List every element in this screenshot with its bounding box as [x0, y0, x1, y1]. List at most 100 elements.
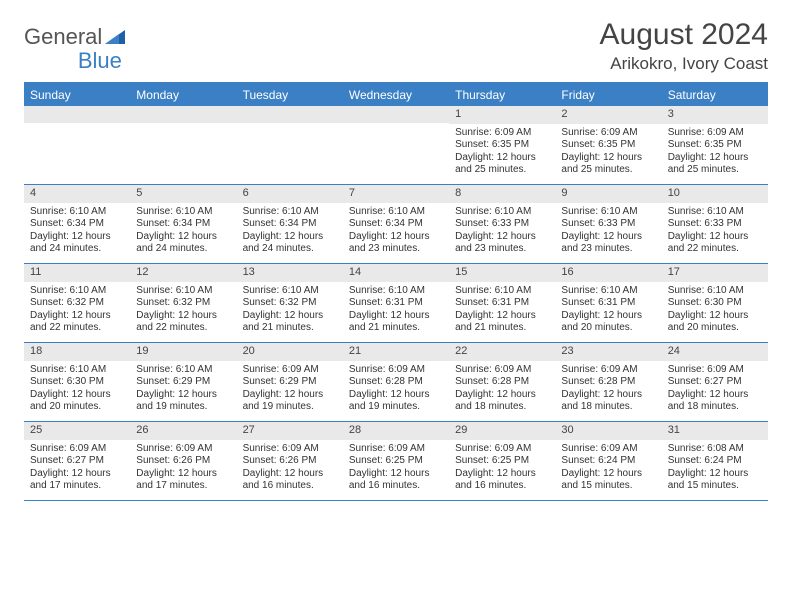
sunrise-text: Sunrise: 6:08 AM [668, 443, 762, 456]
daylight-text: Daylight: 12 hours and 21 minutes. [349, 310, 443, 335]
day-number: 18 [24, 343, 130, 361]
day-number: 5 [130, 185, 236, 203]
sunset-text: Sunset: 6:26 PM [243, 455, 337, 468]
daylight-text: Daylight: 12 hours and 19 minutes. [136, 389, 230, 414]
day-number: 12 [130, 264, 236, 282]
sunset-text: Sunset: 6:31 PM [455, 297, 549, 310]
day-cell: 9Sunrise: 6:10 AMSunset: 6:33 PMDaylight… [555, 185, 661, 263]
sunset-text: Sunset: 6:35 PM [668, 139, 762, 152]
day-cell: 11Sunrise: 6:10 AMSunset: 6:32 PMDayligh… [24, 264, 130, 342]
day-number [237, 106, 343, 123]
day-cell: 15 Sunrise: 6:10 AMSunset: 6:31 PMDayligh… [449, 264, 555, 342]
sunrise-text: Sunrise: 6:09 AM [349, 443, 443, 456]
sunset-text: Sunset: 6:28 PM [349, 376, 443, 389]
day-cell: 30Sunrise: 6:09 AMSunset: 6:24 PMDayligh… [555, 422, 661, 500]
sunrise-text: Sunrise: 6:09 AM [349, 364, 443, 377]
daylight-text: Daylight: 12 hours and 15 minutes. [561, 468, 655, 493]
day-details: Sunrise: 6:10 AMSunset: 6:34 PMDaylight:… [130, 203, 236, 260]
sunrise-text: Sunrise: 6:10 AM [561, 206, 655, 219]
day-cell [24, 106, 130, 184]
brand-part1: General [24, 24, 102, 50]
daylight-text: Daylight: 12 hours and 17 minutes. [30, 468, 124, 493]
sunset-text: Sunset: 6:34 PM [243, 218, 337, 231]
sunset-text: Sunset: 6:35 PM [455, 139, 549, 152]
daylight-text: Daylight: 12 hours and 21 minutes. [455, 310, 549, 335]
day-number: 10 [662, 185, 768, 203]
sunrise-text: Sunrise: 6:09 AM [561, 443, 655, 456]
sunset-text: Sunset: 6:34 PM [136, 218, 230, 231]
day-number: 26 [130, 422, 236, 440]
day-details: Sunrise: 6:10 AMSunset: 6:33 PMDaylight:… [662, 203, 768, 260]
sunset-text: Sunset: 6:24 PM [668, 455, 762, 468]
day-details: Sunrise: 6:10 AMSunset: 6:30 PMDaylight:… [662, 282, 768, 339]
sunrise-text: Sunrise: 6:10 AM [136, 364, 230, 377]
day-details: Sunrise: 6:09 AMSunset: 6:26 PMDaylight:… [237, 440, 343, 497]
sunrise-text: Sunrise: 6:09 AM [243, 364, 337, 377]
day-cell: 8Sunrise: 6:10 AMSunset: 6:33 PMDaylight… [449, 185, 555, 263]
day-number: 21 [343, 343, 449, 361]
day-number: 30 [555, 422, 661, 440]
sunset-text: Sunset: 6:33 PM [561, 218, 655, 231]
day-cell [130, 106, 236, 184]
day-cell: 12Sunrise: 6:10 AMSunset: 6:32 PMDayligh… [130, 264, 236, 342]
day-details: Sunrise: 6:09 AMSunset: 6:29 PMDaylight:… [237, 361, 343, 418]
day-header: Sunday [24, 84, 130, 106]
day-cell: 18Sunrise: 6:10 AMSunset: 6:30 PMDayligh… [24, 343, 130, 421]
logo-triangle-icon [105, 28, 127, 46]
sunrise-text: Sunrise: 6:10 AM [243, 206, 337, 219]
sunset-text: Sunset: 6:32 PM [30, 297, 124, 310]
day-cell: 25Sunrise: 6:09 AMSunset: 6:27 PMDayligh… [24, 422, 130, 500]
day-header: Saturday [662, 84, 768, 106]
day-details: Sunrise: 6:10 AMSunset: 6:31 PMDaylight:… [555, 282, 661, 339]
daylight-text: Daylight: 12 hours and 16 minutes. [455, 468, 549, 493]
day-header: Wednesday [343, 84, 449, 106]
sunset-text: Sunset: 6:28 PM [455, 376, 549, 389]
daylight-text: Daylight: 12 hours and 16 minutes. [243, 468, 337, 493]
day-header: Friday [555, 84, 661, 106]
daylight-text: Daylight: 12 hours and 23 minutes. [561, 231, 655, 256]
day-details: Sunrise: 6:10 AMSunset: 6:31 PMDaylight:… [343, 282, 449, 339]
day-number: 25 [24, 422, 130, 440]
sunrise-text: Sunrise: 6:09 AM [455, 127, 549, 140]
sunset-text: Sunset: 6:30 PM [30, 376, 124, 389]
day-details: Sunrise: 6:09 AMSunset: 6:27 PMDaylight:… [662, 361, 768, 418]
daylight-text: Daylight: 12 hours and 19 minutes. [349, 389, 443, 414]
sunrise-text: Sunrise: 6:10 AM [455, 206, 549, 219]
day-details: Sunrise: 6:10 AMSunset: 6:34 PMDaylight:… [343, 203, 449, 260]
daylight-text: Daylight: 12 hours and 18 minutes. [455, 389, 549, 414]
day-details: Sunrise: 6:09 AMSunset: 6:24 PMDaylight:… [555, 440, 661, 497]
brand-part2: Blue [78, 48, 122, 73]
day-cell [237, 106, 343, 184]
day-details: Sunrise: 6:09 AMSunset: 6:25 PMDaylight:… [343, 440, 449, 497]
day-cell: 4Sunrise: 6:10 AMSunset: 6:34 PMDaylight… [24, 185, 130, 263]
daylight-text: Daylight: 12 hours and 18 minutes. [561, 389, 655, 414]
daylight-text: Daylight: 12 hours and 24 minutes. [136, 231, 230, 256]
daylight-text: Daylight: 12 hours and 24 minutes. [30, 231, 124, 256]
day-cell: 31Sunrise: 6:08 AMSunset: 6:24 PMDayligh… [662, 422, 768, 500]
sunset-text: Sunset: 6:32 PM [243, 297, 337, 310]
sunset-text: Sunset: 6:31 PM [349, 297, 443, 310]
sunset-text: Sunset: 6:30 PM [668, 297, 762, 310]
day-number: 3 [662, 106, 768, 124]
day-number: 19 [130, 343, 236, 361]
day-cell: 14Sunrise: 6:10 AMSunset: 6:31 PMDayligh… [343, 264, 449, 342]
sunrise-text: Sunrise: 6:09 AM [561, 127, 655, 140]
sunset-text: Sunset: 6:29 PM [136, 376, 230, 389]
daylight-text: Daylight: 12 hours and 24 minutes. [243, 231, 337, 256]
daylight-text: Daylight: 12 hours and 21 minutes. [243, 310, 337, 335]
day-number: 7 [343, 185, 449, 203]
sunrise-text: Sunrise: 6:10 AM [455, 285, 549, 298]
day-cell: 2Sunrise: 6:09 AMSunset: 6:35 PMDaylight… [555, 106, 661, 184]
day-number: 15 [449, 264, 555, 282]
sunset-text: Sunset: 6:26 PM [136, 455, 230, 468]
day-cell: 20Sunrise: 6:09 AMSunset: 6:29 PMDayligh… [237, 343, 343, 421]
sunrise-text: Sunrise: 6:10 AM [243, 285, 337, 298]
sunset-text: Sunset: 6:33 PM [668, 218, 762, 231]
day-header-row: SundayMondayTuesdayWednesdayThursdayFrid… [24, 84, 768, 106]
day-cell: 19 Sunrise: 6:10 AMSunset: 6:29 PMDayligh… [130, 343, 236, 421]
calendar-page: General August 2024 Arikokro, Ivory Coas… [0, 0, 792, 501]
daylight-text: Daylight: 12 hours and 20 minutes. [561, 310, 655, 335]
day-header: Thursday [449, 84, 555, 106]
sunrise-text: Sunrise: 6:10 AM [349, 285, 443, 298]
sunrise-text: Sunrise: 6:09 AM [243, 443, 337, 456]
